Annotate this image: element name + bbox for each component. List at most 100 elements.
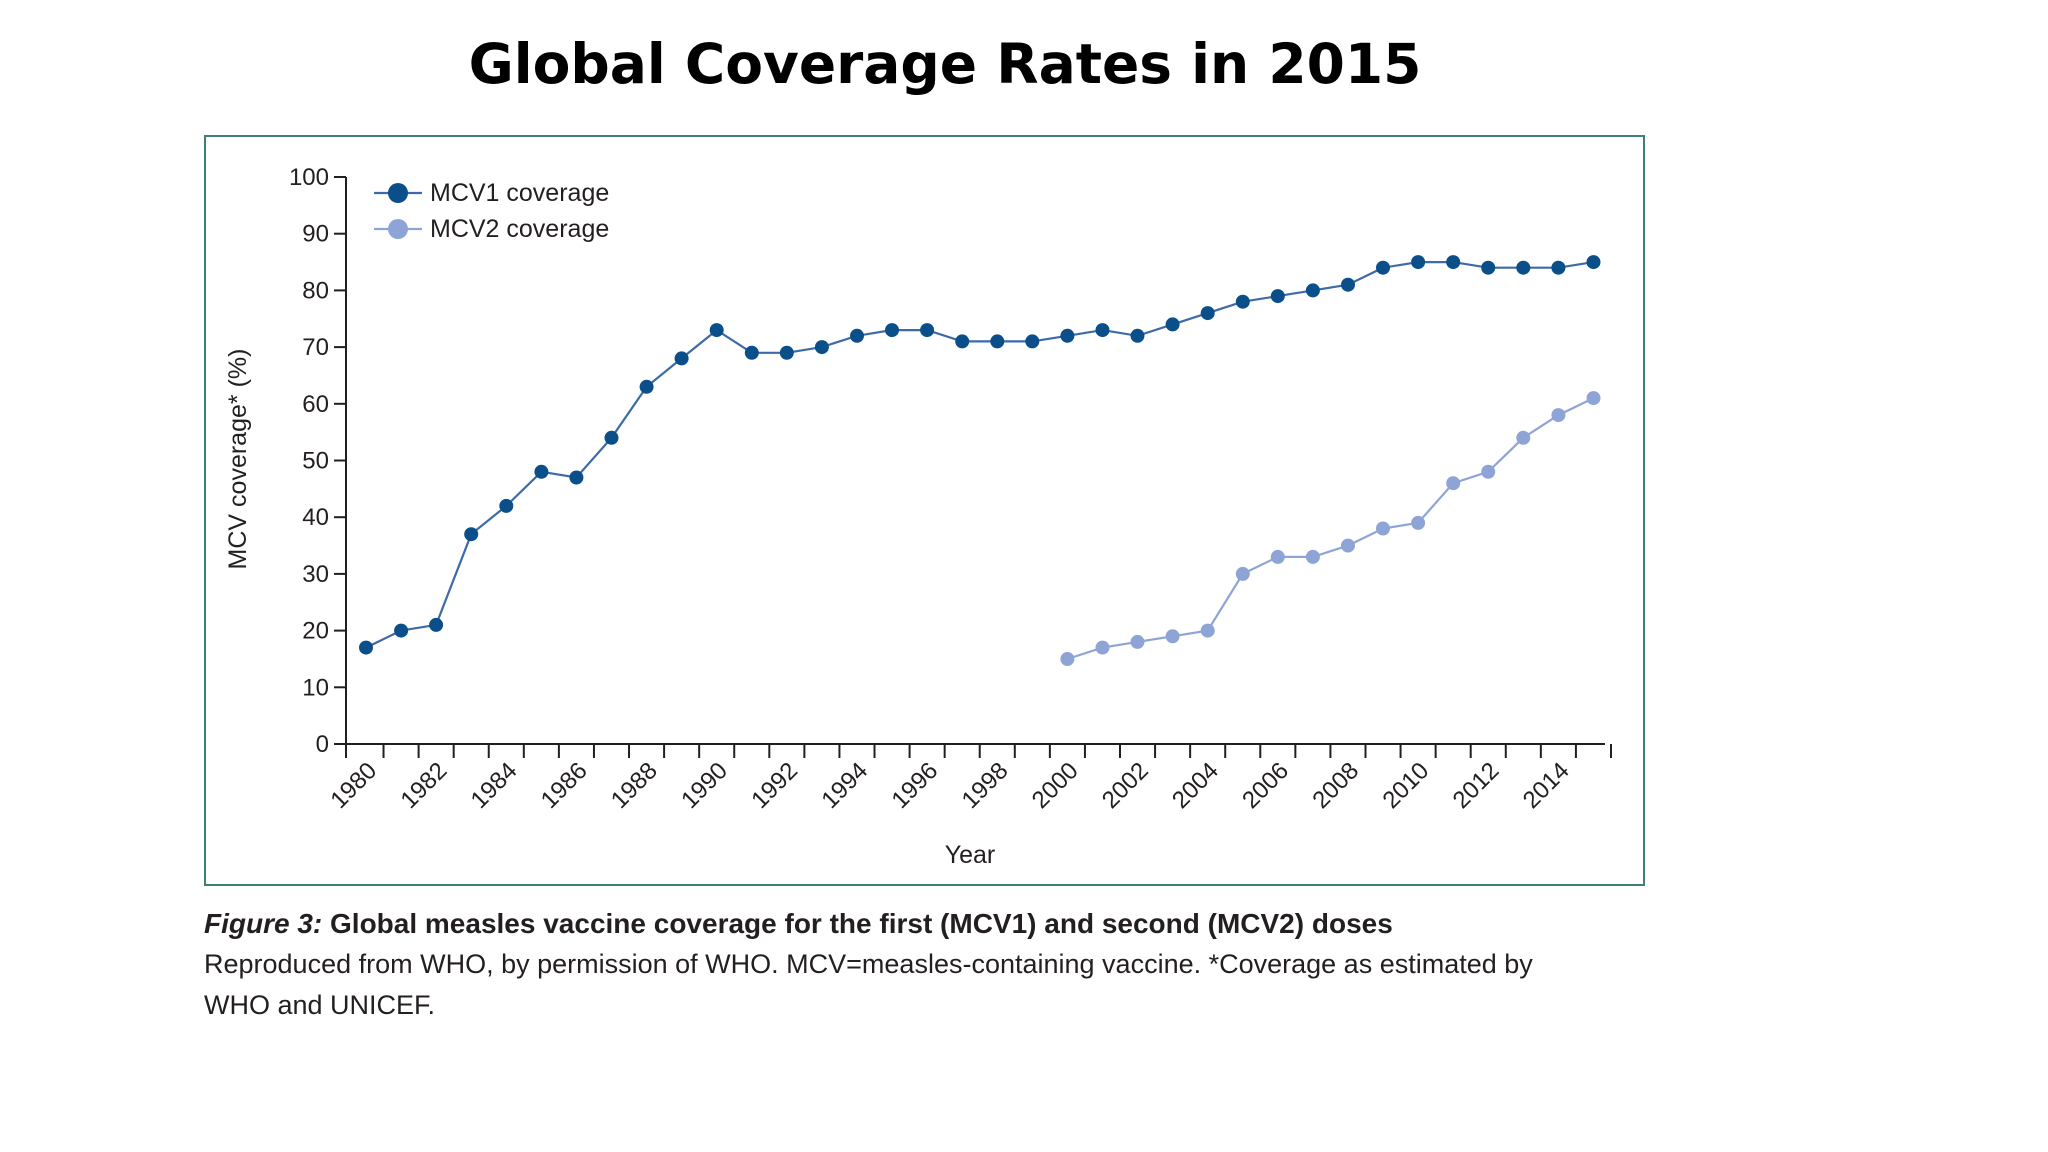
data-point: [955, 334, 970, 349]
data-point: [1305, 283, 1320, 298]
slide-title: Global Coverage Rates in 2015: [468, 32, 1422, 96]
data-point: [1411, 515, 1426, 530]
data-point: [1060, 652, 1075, 666]
data-point: [1481, 260, 1496, 275]
data-point: [394, 623, 409, 638]
caption-line-2: Reproduced from WHO, by permission of WH…: [204, 949, 1533, 979]
series-1: [359, 255, 1601, 655]
y-tick-label: 90: [302, 221, 329, 248]
data-point: [1481, 464, 1496, 479]
y-axis-title: MCV coverage* (%): [224, 349, 252, 570]
data-point: [814, 340, 829, 355]
x-tick-label: 1982: [396, 757, 453, 814]
data-point: [1130, 328, 1145, 343]
data-point: [1516, 430, 1531, 445]
data-point: [1305, 549, 1320, 564]
legend-item-1: MCV1 coverage: [374, 179, 609, 207]
x-tick-label: 1996: [887, 757, 944, 814]
data-point: [920, 323, 935, 338]
x-tick-label: 2000: [1027, 757, 1084, 814]
data-point: [1341, 277, 1355, 292]
data-point: [569, 470, 584, 485]
y-tick-label: 30: [302, 561, 329, 588]
x-tick-label: 1998: [957, 757, 1014, 814]
data-point: [885, 323, 899, 338]
figure-label: Figure 3:: [204, 908, 323, 939]
data-point: [1270, 549, 1285, 564]
caption-line-3: WHO and UNICEF.: [204, 990, 436, 1020]
data-point: [464, 527, 479, 542]
x-tick-label: 1990: [676, 757, 733, 814]
y-tick-label: 50: [302, 448, 329, 475]
data-point: [1095, 323, 1110, 338]
data-point: [1270, 289, 1285, 304]
series-line: [1067, 397, 1594, 661]
x-tick-label: 2014: [1518, 757, 1575, 814]
data-point: [1235, 566, 1250, 581]
data-point: [1025, 334, 1040, 349]
y-tick-label: 100: [289, 164, 329, 191]
x-tick-label: 1986: [536, 757, 593, 814]
y-tick-label: 20: [302, 618, 329, 645]
x-tick-label: 2008: [1307, 757, 1364, 814]
series-2: [1060, 391, 1601, 666]
data-point: [674, 351, 689, 366]
data-point: [850, 328, 864, 343]
data-point: [1446, 476, 1461, 491]
legend-marker: [388, 219, 408, 239]
x-tick-label: 1980: [325, 757, 382, 814]
data-point: [1165, 629, 1180, 644]
data-point: [1200, 623, 1215, 638]
series-layer: [359, 255, 1601, 666]
data-point: [429, 617, 444, 632]
data-point: [779, 345, 794, 360]
legend-marker: [388, 183, 408, 203]
x-tick-label: 1988: [606, 757, 663, 814]
x-tick-label: 1992: [746, 757, 803, 814]
data-point: [534, 464, 549, 479]
data-point: [1165, 317, 1180, 332]
y-tick-label: 60: [302, 391, 329, 418]
x-tick-label: 2002: [1097, 757, 1154, 814]
x-tick-label: 2004: [1167, 757, 1224, 814]
legend: MCV1 coverage MCV2 coverage: [374, 179, 609, 243]
data-point: [1376, 521, 1390, 536]
data-point: [709, 323, 724, 338]
y-tick-label: 70: [302, 334, 329, 361]
data-point: [990, 334, 1005, 349]
x-tick-label: 2010: [1377, 757, 1434, 814]
y-tick-label: 40: [302, 504, 329, 531]
data-point: [1130, 634, 1145, 649]
legend-label: MCV2 coverage: [430, 215, 609, 243]
data-point: [1411, 255, 1426, 270]
data-point: [1551, 260, 1566, 275]
data-point: [1446, 255, 1461, 270]
x-tick-label: 1984: [466, 757, 523, 814]
chart-frame: 0 10 20 30 40 50 60 70 80 90 100 1980 1982 1984 1986 19…: [204, 135, 1645, 886]
x-tick-label: 2012: [1448, 757, 1505, 814]
caption-body: Reproduced from WHO, by permission of WH…: [204, 944, 1704, 1026]
data-point: [1516, 260, 1531, 275]
x-axis-title: Year: [945, 841, 996, 869]
figure-caption: Figure 3: Global measles vaccine coverag…: [204, 904, 1704, 1026]
x-tick-label: 1994: [816, 757, 873, 814]
data-point: [1200, 306, 1215, 321]
legend-label: MCV1 coverage: [430, 179, 609, 207]
data-point: [744, 345, 759, 360]
data-point: [1095, 640, 1110, 655]
data-point: [1341, 538, 1355, 553]
caption-title-line: Figure 3: Global measles vaccine coverag…: [204, 904, 1704, 944]
y-tick-label: 10: [302, 674, 329, 701]
x-tick-label: 2006: [1237, 757, 1294, 814]
data-point: [1586, 255, 1601, 270]
data-point: [1586, 391, 1601, 406]
series-line: [365, 260, 1594, 649]
data-point: [1551, 408, 1566, 423]
data-point: [1060, 328, 1075, 343]
data-point: [1235, 294, 1250, 309]
data-point: [604, 430, 619, 445]
data-point: [639, 379, 654, 394]
legend-item-2: MCV2 coverage: [374, 215, 609, 243]
data-point: [1376, 260, 1390, 275]
